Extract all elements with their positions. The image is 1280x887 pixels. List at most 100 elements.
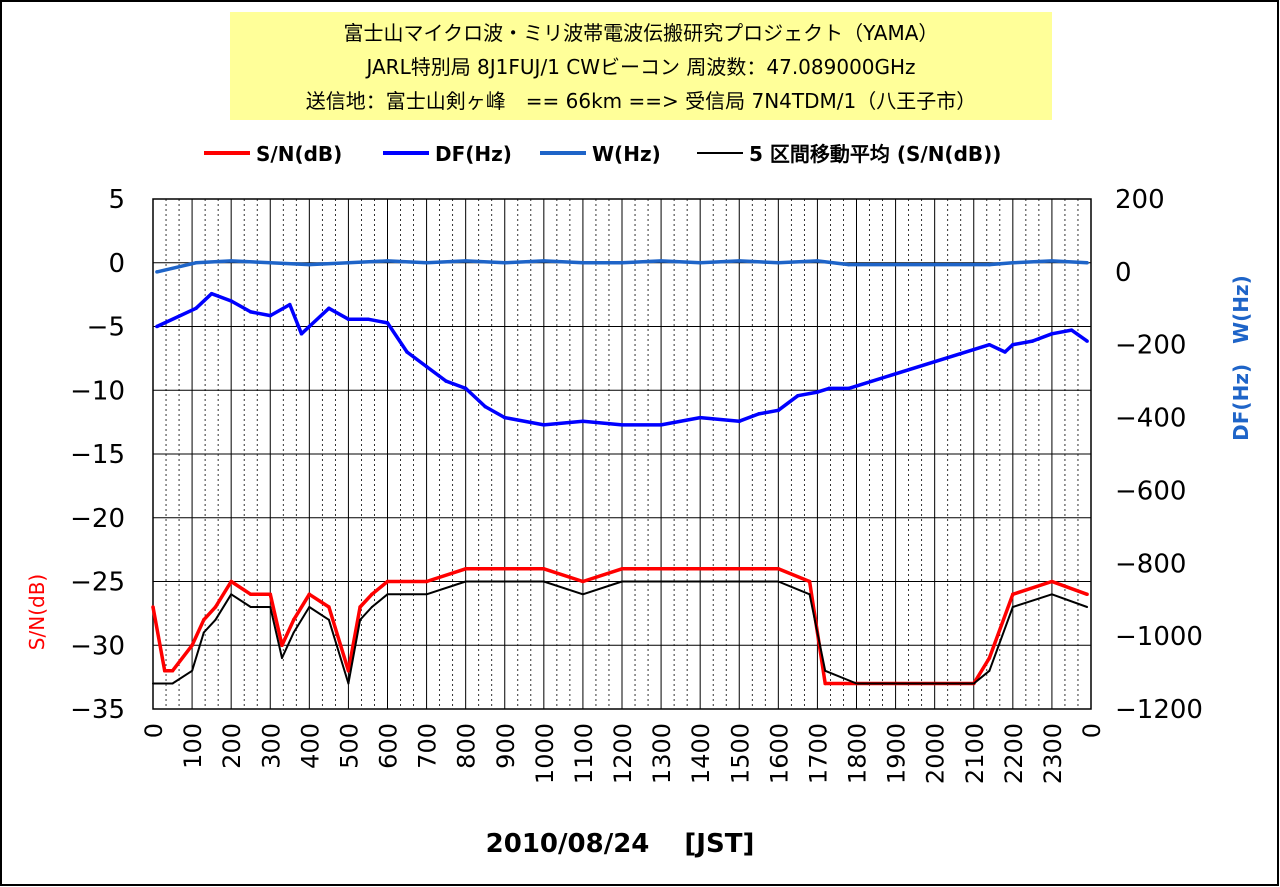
y-tick-label-left: −35	[70, 695, 125, 725]
series-point-avg	[152, 682, 154, 685]
series-point-avg	[269, 606, 272, 608]
x-tick-label: 1300	[648, 723, 676, 784]
series-point-avg	[855, 682, 858, 685]
series-point-sn	[229, 579, 233, 584]
series-point-df	[268, 313, 273, 318]
series-point-w	[581, 261, 585, 265]
series-point-df	[503, 415, 507, 420]
series-point-df	[542, 423, 546, 427]
x-tick-label: 1900	[883, 723, 911, 784]
series-point-avg	[230, 593, 233, 596]
chart-title-line-2: JARL特別局 8J1FUJ/1 CWビーコン 周波数：47.089000GHz	[364, 55, 915, 79]
series-point-sn	[370, 592, 374, 597]
y-tick-label-left: −15	[70, 440, 125, 470]
series-point-sn	[659, 567, 663, 571]
series-point-avg	[425, 593, 428, 596]
y-tick-label-left: −5	[87, 313, 125, 343]
series-point-df	[194, 306, 198, 311]
series-point-avg	[660, 580, 663, 583]
legend-label-sn: S/N(dB)	[256, 142, 342, 166]
series-point-df	[229, 299, 233, 303]
series-point-df	[1069, 328, 1074, 332]
series-point-sn	[151, 605, 155, 609]
y-tick-label-left: −20	[70, 504, 125, 534]
series-point-df	[1011, 342, 1015, 347]
series-point-sn	[542, 567, 546, 571]
series-point-avg	[386, 593, 389, 596]
series-point-df	[346, 317, 351, 321]
series-point-df	[444, 379, 448, 383]
x-tick-label: 1800	[844, 723, 872, 784]
series-point-w	[737, 259, 742, 263]
series-point-df	[366, 317, 370, 321]
x-tick-label: 1000	[531, 723, 559, 784]
series-point-avg	[808, 593, 811, 596]
series-point-sn	[280, 643, 284, 648]
series-point-df	[796, 393, 800, 398]
y-tick-label-right: −1200	[1115, 695, 1203, 725]
x-tick-label: 500	[335, 723, 363, 769]
series-point-df	[737, 419, 742, 423]
series-point-sn	[327, 605, 331, 609]
series-point-avg	[738, 580, 741, 583]
series-point-df	[299, 332, 304, 336]
series-point-w	[268, 261, 273, 265]
series-point-sn	[424, 579, 429, 584]
series-point-avg	[202, 631, 205, 634]
series-point-df	[307, 324, 312, 329]
y-tick-label-left: −30	[70, 631, 125, 661]
series-point-avg	[191, 669, 194, 672]
series-point-sn	[346, 669, 351, 673]
series-point-sn	[213, 605, 218, 609]
series-point-w	[1050, 259, 1054, 263]
x-tick-label: 2100	[961, 723, 989, 784]
series-point-avg	[464, 580, 467, 583]
series-point-df	[288, 302, 292, 307]
y-tick-label-left: −25	[70, 568, 125, 598]
series-point-sn	[698, 567, 702, 571]
series-point-sn	[776, 567, 781, 571]
series-point-df	[327, 306, 331, 311]
series-point-w	[620, 261, 624, 265]
x-axis-title: 2010/08/24 [JST]	[486, 829, 755, 859]
x-tick-label: 400	[296, 723, 324, 769]
series-point-df	[827, 386, 831, 391]
y-tick-label-right: 0	[1115, 258, 1132, 288]
series-point-avg	[933, 682, 936, 685]
series-point-avg	[699, 580, 702, 583]
y-tick-label-right: −1000	[1115, 622, 1203, 652]
plot-border	[152, 198, 1092, 710]
y-tick-label-right: −800	[1115, 549, 1186, 579]
series-point-w	[776, 261, 781, 265]
series-point-w	[698, 261, 702, 265]
legend: S/N(dB) DF(Hz) W(Hz) 5 区間移動平均 (S/N(dB))	[204, 142, 1001, 166]
series-point-w	[307, 262, 312, 267]
series-point-w	[346, 261, 351, 265]
series-point-w	[987, 262, 992, 267]
series-point-sn	[463, 567, 468, 571]
series-point-w	[155, 270, 159, 274]
x-tick-label: 1400	[687, 723, 715, 784]
series-point-df	[463, 386, 468, 391]
series-point-df	[698, 415, 702, 420]
x-tick-label: 0	[1078, 723, 1106, 738]
series-point-sn	[1011, 592, 1015, 597]
series-point-sn	[503, 567, 507, 571]
series-point-df	[209, 291, 214, 296]
series-point-avg	[988, 669, 991, 672]
y-tick-label-left: −10	[70, 376, 125, 406]
series-point-df	[581, 419, 585, 423]
series-point-avg	[370, 606, 373, 608]
series-point-df	[815, 390, 820, 394]
series-point-avg	[171, 682, 174, 685]
series-point-sn	[202, 618, 206, 622]
series-point-avg	[163, 682, 166, 685]
series-line-df	[156, 291, 1089, 427]
x-tick-label: 1200	[609, 723, 637, 784]
series-point-sn	[620, 567, 624, 571]
y-axis-right-title: DF(Hz) W(Hz)	[1229, 275, 1253, 441]
series-point-w	[424, 261, 429, 265]
series-point-sn	[823, 681, 827, 686]
